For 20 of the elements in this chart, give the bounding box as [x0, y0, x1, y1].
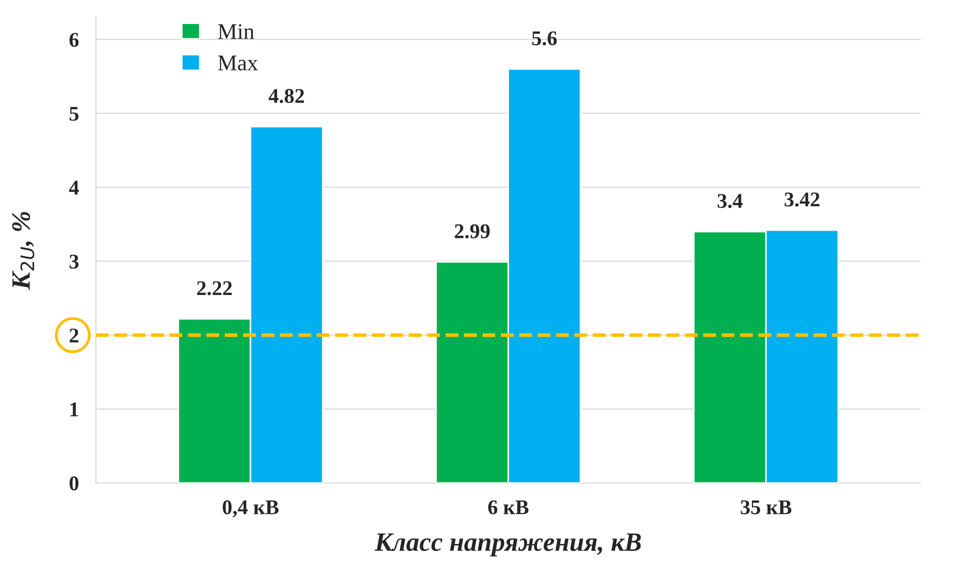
y-axis-title: K$_{2U}$, % [12, 212, 34, 290]
x-axis-title: Класс напряжения, кВ [374, 533, 641, 556]
y-tick-label: 4 [69, 180, 79, 195]
x-tick-label: 35 кВ [740, 500, 792, 514]
y-tick-label: 5 [70, 106, 78, 121]
y-tick-label: 3 [70, 254, 79, 269]
y-tick-label: 0 [70, 476, 78, 490]
y-tick-label: 2 [70, 328, 78, 342]
data-label: 2.99 [454, 224, 490, 238]
x-tick-label: 0,4 кВ [222, 500, 279, 518]
data-label: 4.82 [268, 88, 304, 104]
data-label: 5.6 [532, 31, 557, 46]
data-label: 2.22 [197, 281, 232, 296]
data-label: 3.4 [718, 194, 743, 208]
y-tick-label: 6 [70, 32, 79, 47]
legend-label: Max [218, 56, 258, 70]
data-label: 3.42 [784, 192, 820, 207]
y-tick-label: 1 [70, 402, 78, 416]
x-tick-label: 6 кВ [488, 500, 528, 514]
legend-label: Min [218, 24, 254, 39]
